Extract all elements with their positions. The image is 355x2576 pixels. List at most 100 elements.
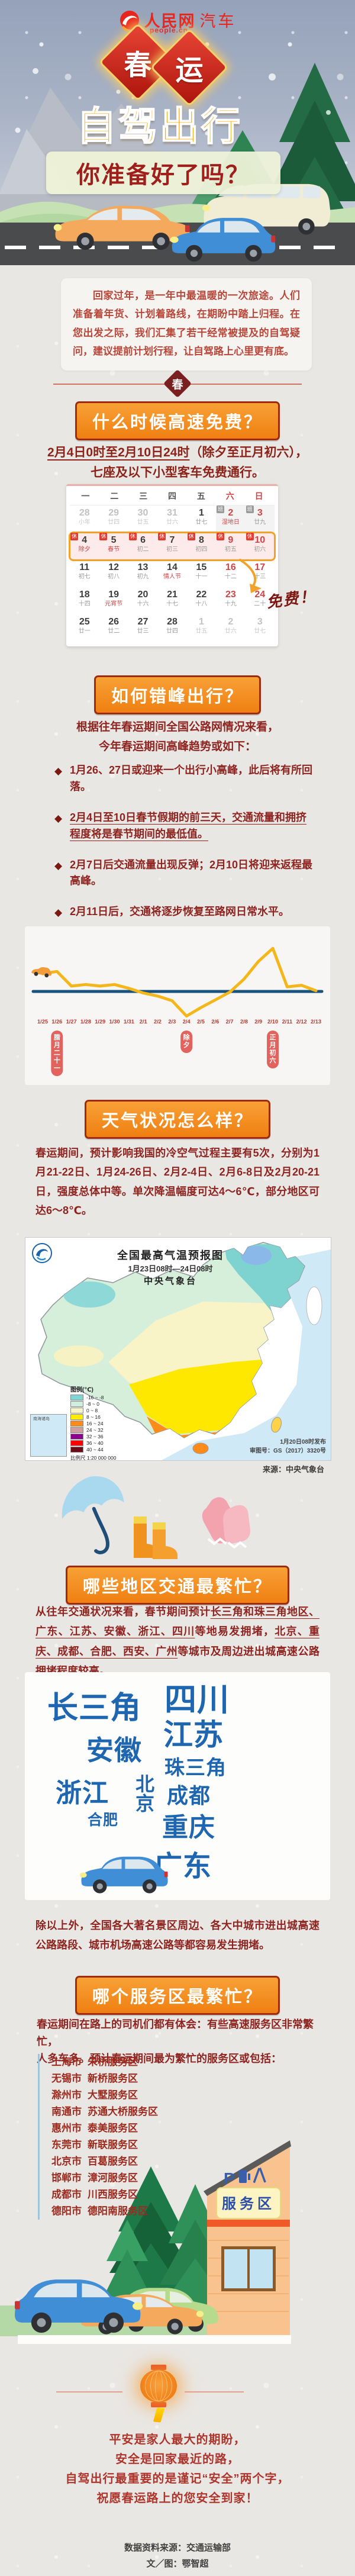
service-area-item: 上海市 朱桥服务区 (51, 2054, 158, 2071)
service-area-name: 泰美服务区 (88, 2123, 138, 2134)
calendar-day: 16 十二 (216, 560, 245, 587)
day-label: 十八 (195, 601, 208, 607)
site-logo[interactable]: 人民网 汽车 (0, 8, 355, 34)
city-name: 滁州市 (51, 2089, 82, 2101)
calendar-day: 19 元宵节 (99, 587, 128, 614)
day-label: 廿四 (108, 519, 120, 526)
weekday-label: 五 (196, 491, 205, 501)
brand-domain: people.cn (150, 26, 189, 34)
city-name: 惠州市 (51, 2123, 82, 2134)
day-label: 小年 (78, 519, 91, 526)
calendar-day: 休 10 初六 (246, 533, 275, 560)
calendar-day: 26 廿二 (99, 614, 128, 642)
day-label: 初五 (224, 546, 237, 553)
day-label: 廿九 (254, 519, 266, 526)
chart-annotation-pill (180, 1031, 193, 1053)
data-source: 数据资料来源：交通运输部 (124, 2543, 231, 2553)
hero-section: 人民网 汽车 people.cn 春 运 自驾出行 你准备好了吗？ (0, 0, 355, 278)
word-cloud-car-icon (79, 1856, 168, 1894)
day-label: 廿七 (195, 519, 208, 526)
cloud-word: 安徽 (86, 1735, 142, 1766)
footer-divider-right (185, 2391, 244, 2393)
legend-title: 图例(℃) (70, 1387, 93, 1393)
people-cn-logo-icon (120, 10, 139, 31)
svg-text:1/31: 1/31 (124, 1019, 134, 1025)
svg-text:月: 月 (269, 1041, 276, 1049)
china-temperature-map (32, 1242, 331, 1460)
svg-text:1/26: 1/26 (51, 1019, 62, 1025)
free-pass-line2: 七座及以下小型客车免费通行。 (91, 466, 264, 479)
calendar-grid: 28 小年 29 廿四 30 廿五 31 廿六 1 廿七班 2 湿地日班 3 廿九休 4 除夕休 5 春节休 6 初二… (69, 505, 276, 642)
calendar-day: 23 十九 (216, 587, 245, 614)
day-label: 十一 (195, 574, 208, 580)
day-number: 2 (228, 508, 234, 518)
calendar-day: 15 十一 (187, 560, 216, 587)
footer-divider-left (56, 2391, 122, 2393)
day-number: 26 (108, 617, 120, 627)
map-scale: 比例尺 1:20 000 000 (70, 1455, 117, 1461)
holiday-badge: 休 (99, 533, 108, 540)
peak-intro-line2: 今年春运期间高峰趋势或如下： (98, 740, 256, 753)
section-title-weather: 天气状况怎么样？ (84, 1100, 271, 1139)
traffic-trend-line (41, 946, 318, 1018)
map-title: 全国最高气温预报图 (117, 1250, 224, 1261)
day-number: 3 (257, 508, 263, 518)
service-area-name: 朱桥服务区 (88, 2056, 138, 2068)
calendar-day: 31 廿六 (157, 505, 186, 533)
cloud-word: 重庆 (162, 1813, 215, 1842)
day-label: 湿地日 (221, 519, 240, 526)
page-subtitle: 你准备好了吗？ (46, 152, 280, 194)
svg-text:腊: 腊 (54, 1033, 60, 1041)
free-week-row: 休 4 除夕休 5 春节休 6 初二休 7 初三休 8 初四休 9 初五休 10 初六 (69, 532, 276, 561)
svg-text:2/3: 2/3 (168, 1019, 176, 1025)
map-source: 来源：中央气象台 (262, 1465, 324, 1474)
calendar-day: 27 廿三 (128, 614, 157, 642)
day-label: 情人节 (163, 574, 181, 580)
legend-label: 36 ~ 40 (86, 1440, 104, 1446)
day-label: 廿六 (224, 628, 237, 635)
svg-text:2/9: 2/9 (254, 1019, 262, 1025)
fuel-pump-icon (239, 2170, 247, 2183)
service-area-item: 北京市 百葛服务区 (51, 2153, 158, 2170)
day-number: 21 (167, 590, 178, 600)
day-number: 23 (225, 590, 236, 600)
weekday-label: 日 (254, 491, 263, 501)
traffic-trend-chart-card: 1/25 1/26 1/27 1/28 1/29 1/30 1/31 2/1 2/2 2/3 2/4… (25, 926, 330, 1085)
day-label: 初四 (195, 546, 208, 553)
february-calendar: 一二三四五六日 28 小年 29 廿四 30 廿五 31 廿六 1 廿七班 2 湿地日班 3 廿九休 4 除夕… (66, 484, 278, 646)
legend-row: 8 ~ 16 (70, 1414, 117, 1420)
day-label: 廿五 (137, 519, 149, 526)
day-number: 25 (79, 617, 90, 627)
calendar-day: 11 初七 (70, 560, 99, 587)
legend-swatch (70, 1408, 83, 1413)
service-area-name: 新桥服务区 (88, 2073, 138, 2084)
boots-icon (134, 1516, 178, 1559)
legend-row: 32 ~ 36 (70, 1434, 117, 1440)
weekday-label: 二 (110, 491, 119, 501)
legend-swatch (70, 1447, 83, 1453)
legend-swatch (70, 1440, 83, 1446)
calendar-day: 休 6 初二 (128, 533, 157, 560)
legend-row: 36 ~ 40 (70, 1440, 117, 1446)
intro-text: 回家过年，是一年中最温暖的一次旅途。人们准备着年货、计划着路线，在期盼中踏上归程… (73, 290, 300, 358)
city-name: 南通市 (51, 2106, 82, 2117)
peak-intro-line1: 根据往年春运期间全国公路网情况来看， (76, 721, 279, 733)
legend-label: 8 ~ 16 (86, 1414, 101, 1420)
calendar-day: 1 廿七 (187, 505, 216, 533)
svg-text:初: 初 (270, 1048, 276, 1057)
peak-bullet: ◆ 2月11日后，交通将逐步恢复至路网日常水平。 (54, 904, 314, 920)
day-label: 廿五 (195, 628, 208, 635)
legend-swatch (70, 1434, 83, 1440)
legend-swatch (70, 1414, 83, 1420)
city-name: 上海市 (51, 2056, 82, 2068)
day-number: 24 (254, 590, 266, 600)
day-number: 17 (254, 562, 266, 572)
legend-label: 0 ~ 8 (86, 1408, 98, 1413)
service-area-item: 成都市 川西服务区 (51, 2187, 158, 2203)
legend-label: -16 ~ -8 (86, 1395, 104, 1400)
sea (162, 1250, 331, 1460)
day-label: 春节 (108, 546, 120, 553)
day-label: 十六 (137, 601, 149, 607)
day-number: 4 (82, 535, 88, 545)
chart-annotation-pill (51, 1031, 63, 1076)
